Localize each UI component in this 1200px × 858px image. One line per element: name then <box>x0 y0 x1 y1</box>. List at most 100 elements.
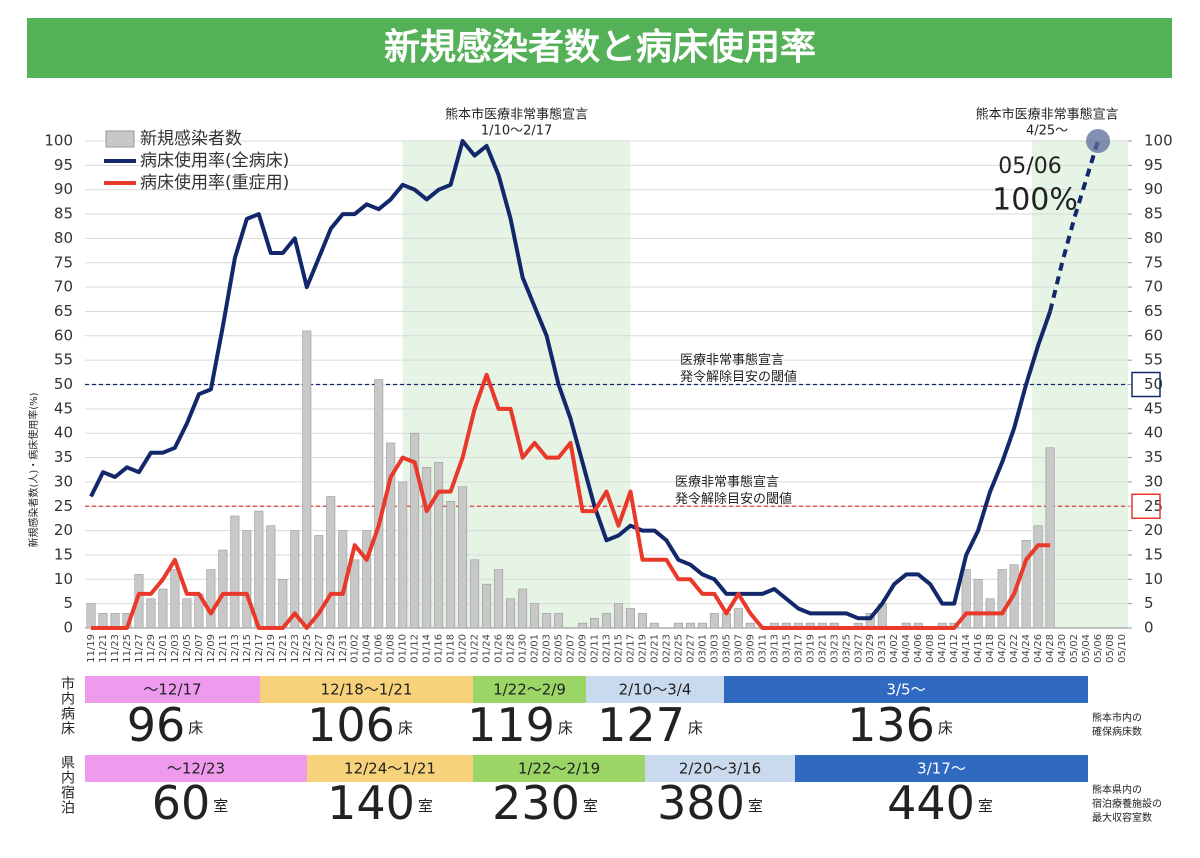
x-tick-label: 01/22 <box>470 634 481 663</box>
y2-tick-label: 90 <box>1144 180 1163 198</box>
x-tick-label: 11/23 <box>110 634 121 663</box>
count-value: 230 <box>492 776 580 830</box>
x-tick-label: 02/01 <box>530 634 541 663</box>
x-tick-label: 01/16 <box>434 634 445 663</box>
legend-swatch <box>105 130 135 148</box>
y2-tick-label: 5 <box>1144 594 1154 612</box>
x-tick-label: 05/04 <box>1081 634 1092 663</box>
y-tick-label: 85 <box>54 205 73 223</box>
y2-tick-label: 85 <box>1144 205 1163 223</box>
bar <box>434 462 444 629</box>
table-label: 県内宿泊 <box>59 755 75 815</box>
x-tick-label: 12/19 <box>266 634 277 663</box>
y-tick-label: 50 <box>54 375 73 393</box>
x-tick-label: 12/25 <box>302 634 313 663</box>
chart-title: 新規感染者数と病床使用率 <box>384 27 816 68</box>
y2-tick-label: 95 <box>1144 156 1163 174</box>
period-label: 2/10～3/4 <box>619 681 692 699</box>
x-tick-label: 03/27 <box>853 634 864 663</box>
bar <box>685 622 695 629</box>
period-band <box>586 676 724 703</box>
x-tick-label: 01/20 <box>458 634 469 663</box>
threshold-box <box>1131 371 1161 398</box>
bar <box>98 613 108 629</box>
x-tick-label: 02/25 <box>673 634 684 663</box>
count-value: 380 <box>657 776 745 830</box>
x-tick-label: 11/21 <box>98 634 109 663</box>
x-tick-label: 11/19 <box>86 634 97 663</box>
bar <box>146 598 156 629</box>
x-tick-label: 04/26 <box>1033 634 1044 663</box>
x-tick-label: 01/12 <box>410 634 421 663</box>
bar <box>206 569 216 629</box>
bar <box>158 588 168 629</box>
bar <box>230 515 240 629</box>
x-tick-label: 04/28 <box>1045 634 1056 663</box>
x-tick-label: 12/07 <box>194 634 205 663</box>
x-tick-label: 12/29 <box>326 634 337 663</box>
bar <box>542 613 552 629</box>
x-tick-label: 01/24 <box>482 634 493 663</box>
bar <box>470 559 480 629</box>
threshold-label: 医療非常事態宣言 <box>675 474 779 490</box>
bar <box>302 330 312 629</box>
table-note: 熊本市内の <box>1092 711 1142 724</box>
x-tick-label: 12/03 <box>170 634 181 663</box>
bar <box>350 559 360 629</box>
y-tick-label: 45 <box>54 399 73 417</box>
threshold-label: 発令解除目安の閾値 <box>675 491 792 507</box>
count-unit: 室 <box>213 797 228 815</box>
bar <box>278 578 288 629</box>
bar <box>170 569 180 629</box>
x-tick-label: 05/08 <box>1105 634 1116 663</box>
bar <box>637 613 647 629</box>
y2-tick-label: 40 <box>1144 424 1163 442</box>
period-band <box>85 755 307 782</box>
period-band <box>85 676 260 703</box>
count-value: 96 <box>127 698 186 752</box>
count: 136 床 <box>847 698 953 752</box>
bar <box>625 608 635 629</box>
count-unit: 室 <box>978 797 993 815</box>
period-band <box>473 676 586 703</box>
x-tick-label: 12/05 <box>182 634 193 663</box>
x-tick-label: 04/10 <box>937 634 948 663</box>
x-tick-label: 01/10 <box>398 634 409 663</box>
bar <box>182 598 192 629</box>
count: 127 床 <box>597 698 703 752</box>
threshold-label: 発令解除目安の閾値 <box>680 369 797 385</box>
bar <box>649 622 659 629</box>
x-tick-label: 04/06 <box>913 634 924 663</box>
y-tick-label: 20 <box>54 521 73 539</box>
y-tick-label: 30 <box>54 472 73 490</box>
x-tick-label: 03/17 <box>793 634 804 663</box>
count-unit: 床 <box>188 719 203 737</box>
count-unit: 室 <box>418 797 433 815</box>
bar <box>554 613 564 629</box>
x-tick-label: 02/27 <box>685 634 696 663</box>
x-tick-label: 04/02 <box>889 634 900 663</box>
y-tick-label: 40 <box>54 424 73 442</box>
x-tick-label: 02/03 <box>542 634 553 663</box>
period-label: 熊本市医療非常事態宣言 <box>976 107 1119 123</box>
line <box>1048 140 1100 312</box>
count-value: 136 <box>847 698 935 752</box>
threshold-label: 医療非常事態宣言 <box>680 352 784 368</box>
x-tick-label: 01/28 <box>506 634 517 663</box>
count: 140 室 <box>327 776 433 830</box>
x-tick-label: 03/15 <box>781 634 792 663</box>
bar <box>721 613 731 629</box>
x-tick-label: 04/18 <box>985 634 996 663</box>
y-tick-label: 100 <box>44 132 73 150</box>
count-unit: 床 <box>688 719 703 737</box>
x-tick-label: 03/23 <box>829 634 840 663</box>
bar <box>398 481 408 629</box>
x-tick-label: 11/25 <box>122 634 133 663</box>
callout-marker <box>1086 129 1111 153</box>
count-unit: 床 <box>938 719 953 737</box>
x-tick-label: 12/11 <box>218 634 229 663</box>
bar <box>530 603 540 629</box>
bar <box>518 588 528 629</box>
legend-label: 病床使用率(全病床) <box>140 150 289 171</box>
